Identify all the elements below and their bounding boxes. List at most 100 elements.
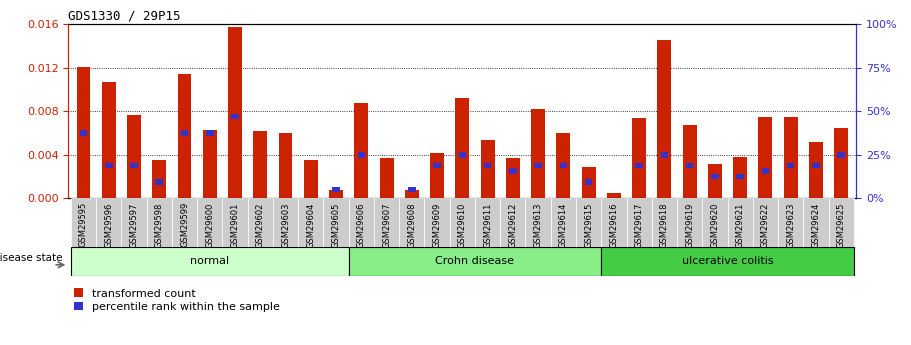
Bar [837, 152, 845, 158]
Text: GSM29601: GSM29601 [230, 202, 240, 248]
Text: GSM29616: GSM29616 [609, 202, 619, 248]
Bar [557, 133, 570, 198]
Bar [551, 198, 576, 247]
Bar [728, 198, 752, 247]
Bar [304, 160, 318, 198]
Text: ulcerative colitis: ulcerative colitis [681, 256, 773, 266]
Bar [333, 187, 340, 193]
Bar [329, 190, 343, 198]
Text: GSM29609: GSM29609 [433, 202, 442, 248]
Bar [121, 198, 147, 247]
Bar [105, 163, 113, 168]
Bar [601, 198, 627, 247]
Bar [526, 198, 551, 247]
Text: GSM29595: GSM29595 [79, 202, 88, 247]
Bar [686, 163, 693, 168]
Bar [829, 198, 854, 247]
Legend: transformed count, percentile rank within the sample: transformed count, percentile rank withi… [74, 288, 280, 312]
Bar [733, 157, 747, 198]
Bar [660, 152, 668, 158]
Bar [71, 198, 96, 247]
Bar [752, 198, 778, 247]
Bar [481, 140, 495, 198]
Text: GSM29610: GSM29610 [458, 202, 466, 248]
Text: GSM29602: GSM29602 [256, 202, 265, 248]
Bar [399, 198, 425, 247]
Text: GSM29598: GSM29598 [155, 202, 164, 248]
Bar [531, 109, 545, 198]
Text: disease state: disease state [0, 253, 63, 263]
Text: GSM29599: GSM29599 [180, 202, 189, 247]
Bar [677, 198, 702, 247]
Text: GSM29621: GSM29621 [736, 202, 744, 248]
Bar [711, 174, 719, 179]
Bar [172, 198, 197, 247]
Bar [248, 198, 273, 247]
Bar [130, 163, 138, 168]
Bar [79, 130, 87, 136]
Text: GSM29625: GSM29625 [836, 202, 845, 248]
Bar [156, 179, 163, 185]
Text: GSM29613: GSM29613 [534, 202, 543, 248]
Text: GSM29614: GSM29614 [558, 202, 568, 248]
Bar [228, 27, 242, 198]
Bar [759, 117, 773, 198]
Bar [77, 67, 90, 198]
Bar [456, 98, 469, 198]
Bar [484, 163, 491, 168]
Text: GSM29615: GSM29615 [584, 202, 593, 248]
Text: GSM29622: GSM29622 [761, 202, 770, 248]
Bar [809, 142, 823, 198]
Bar [152, 160, 166, 198]
Bar [607, 193, 620, 198]
Bar [535, 163, 542, 168]
Bar [708, 164, 722, 198]
Bar [71, 247, 349, 276]
Text: GSM29596: GSM29596 [104, 202, 113, 248]
Bar [635, 163, 643, 168]
Text: GSM29606: GSM29606 [357, 202, 366, 248]
Bar [127, 115, 141, 198]
Bar [500, 198, 526, 247]
Bar [778, 198, 804, 247]
Bar [581, 167, 596, 198]
Text: GSM29623: GSM29623 [786, 202, 795, 248]
Text: GSM29618: GSM29618 [660, 202, 669, 248]
Text: GSM29604: GSM29604 [306, 202, 315, 248]
Bar [273, 198, 298, 247]
Bar [298, 198, 323, 247]
Bar [354, 102, 368, 198]
Text: GSM29624: GSM29624 [812, 202, 821, 248]
Bar [323, 198, 349, 247]
Bar [783, 117, 798, 198]
Bar [279, 133, 292, 198]
Bar [222, 198, 248, 247]
Text: GSM29603: GSM29603 [281, 202, 290, 248]
Bar [458, 152, 466, 158]
Bar [627, 198, 651, 247]
Bar [102, 82, 116, 198]
Bar [425, 198, 450, 247]
Bar [736, 174, 744, 179]
Bar [408, 187, 415, 193]
Bar [702, 198, 728, 247]
Bar [434, 163, 441, 168]
Bar [658, 40, 671, 198]
Bar [404, 190, 419, 198]
Bar [651, 198, 677, 247]
Text: GSM29612: GSM29612 [508, 202, 517, 248]
Text: normal: normal [190, 256, 230, 266]
Bar [374, 198, 399, 247]
Bar [180, 130, 189, 136]
Text: GSM29620: GSM29620 [711, 202, 720, 248]
Bar [804, 198, 829, 247]
Text: Crohn disease: Crohn disease [435, 256, 515, 266]
Bar [632, 118, 646, 198]
Bar [96, 198, 121, 247]
Bar [231, 114, 239, 119]
Bar [475, 198, 500, 247]
Text: GSM29617: GSM29617 [635, 202, 644, 248]
Text: GSM29608: GSM29608 [407, 202, 416, 248]
Bar [787, 163, 794, 168]
Bar [506, 158, 520, 198]
